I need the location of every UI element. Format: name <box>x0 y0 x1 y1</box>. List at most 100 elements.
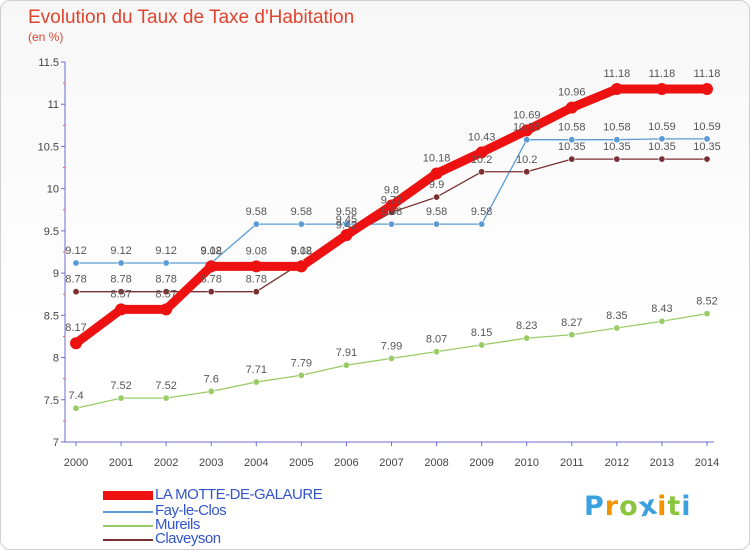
data-point <box>430 167 443 180</box>
y-tick-label: 8.5 <box>44 310 59 322</box>
logo-letter: o <box>619 491 639 522</box>
data-label: 8.78 <box>246 274 267 286</box>
data-label: 10.58 <box>513 122 541 134</box>
data-point <box>568 155 576 163</box>
logo-letter: P <box>584 491 605 522</box>
data-label: 8.15 <box>471 327 492 339</box>
data-label: 9.08 <box>246 245 267 257</box>
data-point <box>162 259 170 267</box>
data-point <box>162 394 170 402</box>
x-tick-label: 2013 <box>650 457 674 469</box>
data-label: 9.72 <box>381 194 402 206</box>
logo-letter: i <box>657 491 668 522</box>
data-point <box>613 136 621 144</box>
data-label: 9.8 <box>384 185 399 197</box>
data-label: 8.17 <box>65 322 86 334</box>
x-tick-label: 2010 <box>514 457 538 469</box>
data-label: 8.23 <box>516 320 537 332</box>
x-tick-label: 2000 <box>64 457 88 469</box>
data-label: 9.12 <box>155 245 176 257</box>
data-label: 10.35 <box>558 141 586 153</box>
data-point <box>703 155 711 163</box>
data-point <box>115 303 128 316</box>
data-label: 9.58 <box>336 206 357 218</box>
data-point <box>340 229 353 242</box>
legend-swatch <box>103 525 153 527</box>
data-label: 7.4 <box>68 390 83 402</box>
data-point <box>207 288 215 296</box>
x-tick-label: 2008 <box>424 457 448 469</box>
data-label: 8.27 <box>561 317 582 329</box>
data-point <box>387 220 395 228</box>
data-label: 9.58 <box>426 206 447 218</box>
data-point <box>703 310 711 318</box>
data-label: 10.35 <box>693 141 721 153</box>
legend-label: Claveyson <box>155 530 221 547</box>
data-label: 10.35 <box>603 141 631 153</box>
data-label: 7.71 <box>246 364 267 376</box>
data-label: 10.58 <box>603 122 631 134</box>
data-point <box>658 135 666 143</box>
data-label: 9.12 <box>65 245 86 257</box>
data-label: 9.45 <box>336 214 357 226</box>
data-label: 8.57 <box>110 288 131 300</box>
proxiti-logo: Proxiti <box>584 489 692 523</box>
x-tick-label: 2005 <box>289 457 313 469</box>
data-labels: 9.12 9.12 9.12 9.12 9.58 9.58 9.58 9.58 9.58 9.58… <box>65 68 720 402</box>
data-label: 8.78 <box>110 274 131 286</box>
x-tick-label: 2011 <box>560 457 584 469</box>
x-tick-label: 2006 <box>334 457 358 469</box>
data-point <box>72 259 80 267</box>
data-label: 7.52 <box>155 380 176 392</box>
data-label: 9.42 <box>336 220 357 232</box>
data-point <box>252 220 260 228</box>
y-tick-label: 10 <box>47 184 59 196</box>
data-label: 7.99 <box>381 340 402 352</box>
data-point <box>568 136 576 144</box>
data-label: 9.12 <box>291 245 312 257</box>
x-tick-label: 2007 <box>379 457 403 469</box>
data-label: 10.2 <box>471 154 492 166</box>
legend-label: LA MOTTE-DE-GALAURE <box>155 486 323 503</box>
data-label: 9.58 <box>381 206 402 218</box>
logo-letter: t <box>667 491 682 522</box>
data-label: 7.79 <box>291 357 312 369</box>
logo-letter: i <box>681 491 692 522</box>
data-point <box>433 193 441 201</box>
data-point <box>250 260 263 273</box>
data-label: 10.59 <box>693 121 721 133</box>
data-point <box>478 341 486 349</box>
data-point <box>478 220 486 228</box>
data-label: 8.78 <box>155 274 176 286</box>
x-tick-label: 2001 <box>109 457 133 469</box>
data-point <box>207 387 215 395</box>
data-label: 10.69 <box>513 109 541 121</box>
data-point <box>565 101 578 114</box>
data-label: 11.18 <box>603 68 630 80</box>
data-label: 9.58 <box>471 206 492 218</box>
data-point <box>387 354 395 362</box>
data-label: 11.18 <box>649 68 676 80</box>
x-tick-label: 2003 <box>199 457 223 469</box>
data-label: 9.08 <box>291 245 312 257</box>
data-point <box>252 378 260 386</box>
legend-swatch <box>103 511 153 513</box>
data-point <box>117 394 125 402</box>
data-point <box>520 124 533 137</box>
x-tick-label: 2014 <box>695 457 719 469</box>
data-point <box>295 260 308 273</box>
data-label: 10.2 <box>516 154 537 166</box>
data-label: 9.12 <box>110 245 131 257</box>
data-label: 8.78 <box>201 274 222 286</box>
y-tick-label: 9.5 <box>44 226 59 238</box>
data-label: 8.35 <box>606 310 627 322</box>
data-label: 8.52 <box>696 296 717 308</box>
data-label: 10.96 <box>558 87 586 99</box>
data-point <box>205 260 218 273</box>
y-tick-label: 9 <box>53 268 59 280</box>
data-point <box>342 361 350 369</box>
legend-swatch <box>103 491 153 500</box>
data-point <box>610 83 623 96</box>
data-label: 8.07 <box>426 334 447 346</box>
